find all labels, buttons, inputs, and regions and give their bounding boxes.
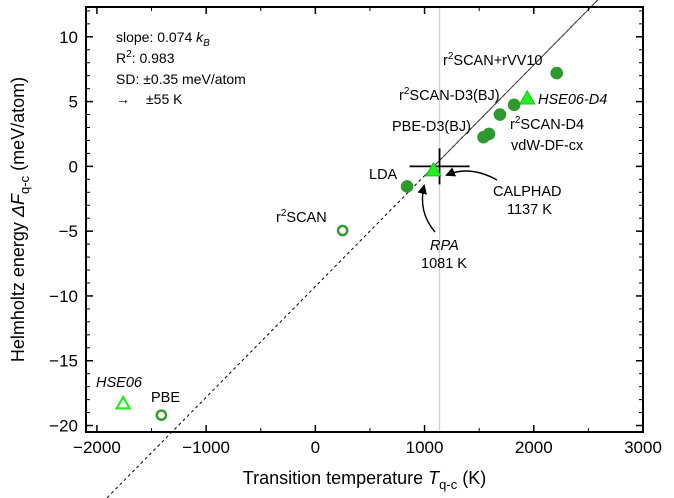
y-tick-label: −10 [49, 287, 78, 306]
calphad-arrow [445, 167, 498, 181]
kelvin-equivalent-text: ±55 K [146, 91, 183, 107]
label-r2scan: r2SCAN [276, 208, 327, 226]
r2-text: R2: 0.983 [116, 49, 175, 66]
marker-r-scan-d4 [493, 108, 507, 121]
marker-r-scan-d3-bj [507, 98, 521, 112]
marker-lda [400, 180, 414, 193]
marker-pbe [155, 409, 168, 421]
rpa-arrow [417, 184, 436, 233]
marker-pbe-d3-bj [482, 127, 496, 141]
x-tick-label: 3000 [624, 438, 662, 457]
fit-statistics: slope: 0.074 kB R2: 0.983 SD: ±0.35 meV/… [116, 29, 246, 107]
sd-text: SD: ±0.35 meV/atom [116, 71, 246, 87]
x-tick-label: −2000 [73, 438, 121, 457]
point-labels: LDA r2SCAN PBE HSE06 PBE-D3(BJ) vdW-DF-c… [96, 51, 607, 406]
label-r2scan-d3bj: r2SCAN-D3(BJ) [399, 86, 500, 104]
plot-frame [85, 6, 644, 433]
fit-line-dashed [106, 0, 599, 498]
y-tick-label: 0 [69, 157, 78, 176]
y-tick-label: −5 [59, 222, 78, 241]
label-r2scan-d4: r2SCAN-D4 [510, 115, 584, 133]
y-tick-label: −15 [49, 352, 78, 371]
y-tick-label: 10 [59, 28, 78, 47]
y-axis-label: Helmholtz energy ΔFq-c (meV/atom) [8, 77, 32, 362]
x-tick-label: −1000 [182, 438, 230, 457]
data-points [114, 66, 564, 421]
marker-r-scan [336, 224, 349, 237]
x-axis-label: Transition temperature Tq-c (K) [243, 468, 486, 492]
marker-r-scan-rvv10 [550, 66, 564, 80]
marker-hse06 [114, 394, 132, 410]
slope-text: slope: 0.074 kB [116, 29, 210, 49]
label-r2scan-rvv10: r2SCAN+rVV10 [443, 51, 542, 69]
label-hse06-d4: HSE06-D4 [538, 92, 607, 108]
arrow-glyph: → [116, 91, 130, 107]
label-rpa-value: 1081 K [421, 256, 467, 272]
label-calphad-value: 1137 K [507, 202, 552, 218]
fit-line-group [106, 0, 599, 498]
fit-line-solid [424, 0, 599, 177]
label-vdw-df-cx: vdW-DF-cx [511, 138, 584, 154]
x-tick-label: 1000 [406, 438, 444, 457]
x-tick-label: 0 [311, 438, 320, 457]
y-tick-label: 5 [69, 93, 78, 112]
marker-hse06-d4 [518, 89, 536, 105]
label-hse06: HSE06 [96, 375, 143, 391]
axis-ticks: −2000 −1000 0 1000 2000 3000 −20 −15 −10 −5 0 5 10 [49, 7, 662, 457]
plot-frame-group [85, 6, 644, 433]
label-pbe-d3bj: PBE-D3(BJ) [392, 119, 471, 135]
y-tick-label: −20 [49, 417, 78, 436]
label-pbe: PBE [151, 390, 180, 406]
label-rpa: RPA [430, 238, 459, 254]
x-tick-label: 2000 [515, 438, 553, 457]
label-lda: LDA [369, 167, 398, 183]
marker-rpa [425, 161, 442, 177]
label-calphad: CALPHAD [493, 184, 562, 200]
